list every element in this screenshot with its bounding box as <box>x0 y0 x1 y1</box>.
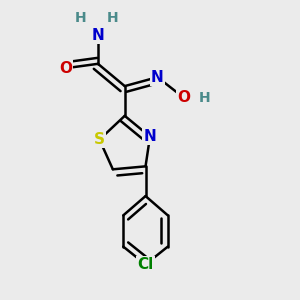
Text: O: O <box>178 91 191 106</box>
Text: N: N <box>92 28 104 43</box>
Text: Cl: Cl <box>137 257 154 272</box>
Text: H: H <box>107 11 119 25</box>
Text: H: H <box>199 91 211 105</box>
Text: H: H <box>74 11 86 25</box>
Text: N: N <box>144 129 156 144</box>
Text: N: N <box>151 70 164 85</box>
Text: O: O <box>59 61 72 76</box>
Text: S: S <box>94 132 105 147</box>
